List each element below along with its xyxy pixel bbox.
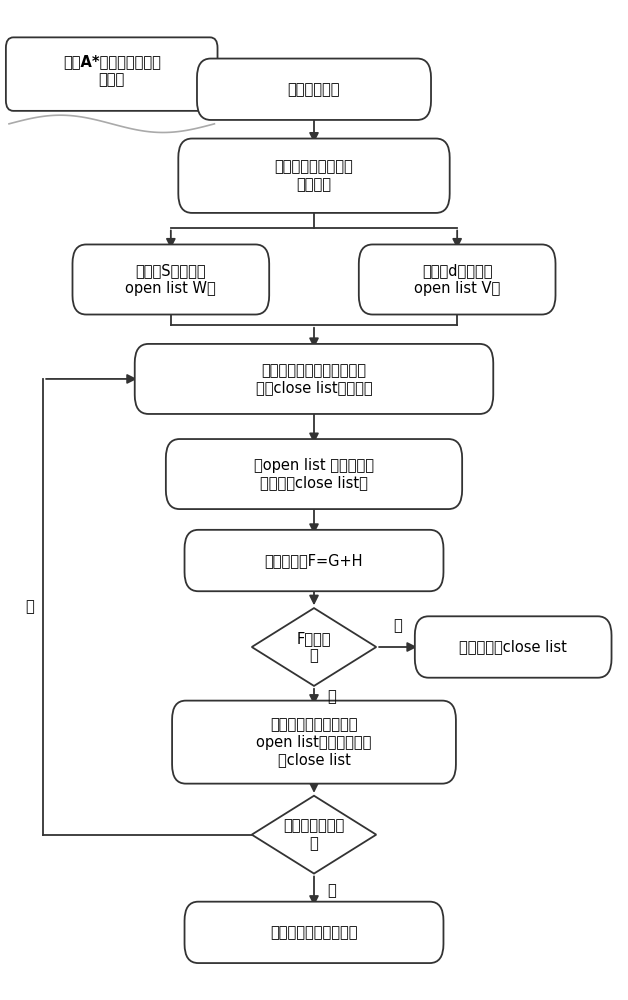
FancyBboxPatch shape xyxy=(197,59,431,120)
FancyBboxPatch shape xyxy=(172,701,456,784)
Text: 是: 是 xyxy=(328,689,337,704)
Text: 分层算法划分城市路
网成网格: 分层算法划分城市路 网成网格 xyxy=(274,160,354,192)
FancyBboxPatch shape xyxy=(135,344,493,414)
Text: 否: 否 xyxy=(25,599,34,614)
Text: 输入路网数据: 输入路网数据 xyxy=(288,82,340,97)
Text: 双向A*算法求最短路径
流程图: 双向A*算法求最短路径 流程图 xyxy=(63,54,161,87)
Text: F是否最
小: F是否最 小 xyxy=(297,631,331,663)
FancyBboxPatch shape xyxy=(6,37,217,111)
Text: 从open list 中删除该点
并加入到close list中: 从open list 中删除该点 并加入到close list中 xyxy=(254,458,374,490)
FancyBboxPatch shape xyxy=(185,902,443,963)
Text: 是: 是 xyxy=(328,884,337,899)
Text: 搜索结束输出最终路径: 搜索结束输出最终路径 xyxy=(270,925,358,940)
FancyBboxPatch shape xyxy=(415,616,612,678)
FancyBboxPatch shape xyxy=(185,530,443,591)
Polygon shape xyxy=(252,608,376,686)
Polygon shape xyxy=(252,796,376,874)
Text: 该点是否为自标
点: 该点是否为自标 点 xyxy=(283,818,345,851)
FancyBboxPatch shape xyxy=(178,139,450,213)
Text: 该点加入到close list: 该点加入到close list xyxy=(459,640,567,655)
FancyBboxPatch shape xyxy=(72,244,269,315)
Text: 否: 否 xyxy=(394,618,403,633)
Text: 把终点d放入逆向
open list V中: 把终点d放入逆向 open list V中 xyxy=(414,263,501,296)
Text: 寻找节点成功并将其从
open list中删除并加入
到close list: 寻找节点成功并将其从 open list中删除并加入 到close list xyxy=(256,717,372,767)
Text: 把起点S放入正向
open list W中: 把起点S放入正向 open list W中 xyxy=(126,263,216,296)
FancyBboxPatch shape xyxy=(359,244,556,315)
Text: 寻找节点周边可达的节点并
跳过close list中的节点: 寻找节点周边可达的节点并 跳过close list中的节点 xyxy=(256,363,372,395)
FancyBboxPatch shape xyxy=(166,439,462,509)
Text: 计算该点的F=G+H: 计算该点的F=G+H xyxy=(265,553,363,568)
